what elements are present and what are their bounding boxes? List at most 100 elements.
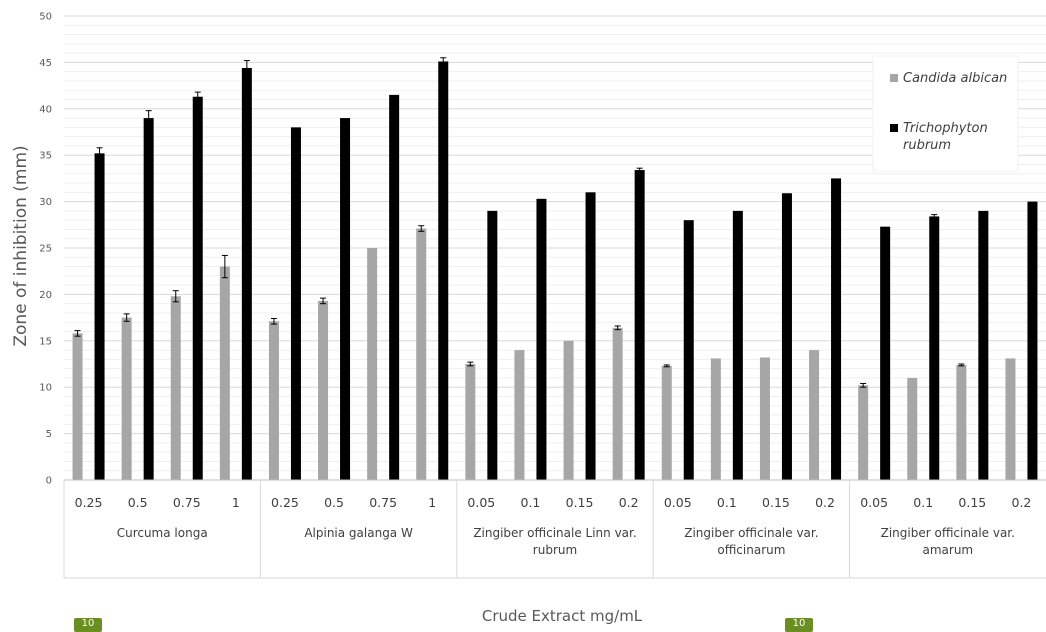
- bar-candida-albican: [416, 228, 427, 480]
- bar-trichophyton-rubrum: [340, 118, 351, 480]
- error-bar: [194, 91, 201, 102]
- x-category-label: 1: [232, 495, 240, 510]
- legend-label-candida: Candida albican: [903, 71, 1007, 86]
- group-label-line: Zingiber officinale var.: [881, 526, 1015, 540]
- x-category-label: 0.5: [324, 495, 344, 510]
- error-bar: [172, 290, 179, 303]
- bar-trichophyton-rubrum: [683, 220, 694, 480]
- y-tick-label: 5: [46, 429, 52, 440]
- bar-trichophyton-rubrum: [880, 226, 891, 480]
- bar-trichophyton-rubrum: [634, 170, 645, 480]
- bar-trichophyton-rubrum: [929, 216, 940, 480]
- bar-trichophyton-rubrum: [143, 118, 154, 480]
- bar-trichophyton-rubrum: [1027, 201, 1038, 480]
- bar-candida-albican: [563, 340, 574, 480]
- bars: [72, 61, 1038, 481]
- x-category-label: 0.5: [128, 495, 148, 510]
- group-label: Zingiber officinale var. officinarum: [684, 526, 818, 557]
- error-bar: [958, 363, 965, 367]
- bar-trichophyton-rubrum: [487, 210, 498, 480]
- y-tick-label: 10: [39, 383, 52, 394]
- error-bar: [123, 313, 130, 322]
- page-marker-right: 10: [785, 618, 813, 632]
- legend-label-trichophyton-line1: Trichophyton: [903, 121, 988, 136]
- bar-candida-albican: [907, 377, 918, 480]
- error-bar: [96, 147, 103, 160]
- error-bar: [467, 361, 474, 367]
- bar-candida-albican: [956, 364, 967, 480]
- bar-trichophyton-rubrum: [290, 127, 301, 481]
- bar-candida-albican: [710, 358, 721, 480]
- bar-candida-albican: [121, 317, 132, 480]
- x-category-label: 0.2: [1012, 495, 1032, 510]
- bar-trichophyton-rubrum: [192, 96, 203, 481]
- error-bar: [931, 214, 938, 219]
- error-bar: [663, 364, 670, 368]
- group-label: Curcuma longa: [117, 526, 208, 540]
- bar-candida-albican: [661, 365, 672, 480]
- group-label-line: Alpinia galanga W: [304, 526, 413, 540]
- legend: Candida albican Trichophyton rubrum: [872, 55, 1019, 172]
- group-label-line: Zingiber officinale var.: [684, 526, 818, 540]
- bar-candida-albican: [514, 350, 525, 480]
- x-category-label: 0.2: [815, 495, 835, 510]
- y-axis-title: Zone of inhibition (mm): [11, 145, 31, 346]
- bar-trichophyton-rubrum: [585, 192, 596, 480]
- y-tick-label: 45: [39, 58, 52, 69]
- group-label: Zingiber officinale Linn var. rubrum: [473, 526, 636, 557]
- x-category-label: 0.25: [271, 495, 299, 510]
- bar-trichophyton-rubrum: [732, 210, 743, 480]
- y-tick-label: 30: [39, 197, 52, 208]
- bar-candida-albican: [1005, 358, 1016, 480]
- bar-trichophyton-rubrum: [978, 210, 989, 480]
- bar-candida-albican: [858, 385, 869, 480]
- bar-candida-albican: [170, 296, 181, 480]
- error-bar: [320, 297, 327, 305]
- x-category-label: 0.75: [369, 495, 397, 510]
- bar-candida-albican: [268, 321, 279, 480]
- y-tick-label: 50: [39, 12, 52, 23]
- error-bar: [440, 57, 447, 66]
- bar-candida-albican: [72, 333, 83, 480]
- error-bar: [243, 60, 250, 76]
- bar-candida-albican: [809, 350, 820, 480]
- x-category-label: 0.1: [717, 495, 737, 510]
- x-axis-title: Crude Extract mg/mL: [482, 607, 643, 625]
- error-bar: [636, 167, 643, 173]
- y-tick-label: 40: [39, 104, 52, 115]
- group-label-line: amarum: [922, 543, 973, 557]
- bar-trichophyton-rubrum: [831, 178, 842, 480]
- y-tick-label: 35: [39, 151, 52, 162]
- bar-trichophyton-rubrum: [241, 67, 252, 480]
- x-category-label: 0.15: [762, 495, 790, 510]
- x-category-label: 0.05: [664, 495, 692, 510]
- bar-trichophyton-rubrum: [94, 153, 105, 480]
- legend-swatch-trichophyton: [890, 124, 898, 132]
- x-category-label: 0.75: [173, 495, 201, 510]
- x-category-label: 0.05: [860, 495, 888, 510]
- bar-candida-albican: [612, 327, 623, 480]
- x-category-label: 0.15: [958, 495, 986, 510]
- y-axis-ticks: 0 5 10 15 20 25 30 35 40 45 50: [39, 12, 52, 487]
- bar-candida-albican: [318, 300, 329, 480]
- error-bar: [614, 325, 621, 331]
- bar-candida-albican: [465, 364, 476, 480]
- y-tick-label: 20: [39, 290, 52, 301]
- x-category-label: 0.2: [619, 495, 639, 510]
- page-marker-left: 10: [74, 618, 102, 632]
- bar-trichophyton-rubrum: [536, 198, 547, 481]
- x-category-label: 0.1: [521, 495, 541, 510]
- group-label-line: Zingiber officinale Linn var.: [473, 526, 636, 540]
- bar-trichophyton-rubrum: [781, 193, 792, 481]
- bar-candida-albican: [219, 266, 230, 480]
- group-label-line: Curcuma longa: [117, 526, 208, 540]
- bar-trichophyton-rubrum: [389, 94, 400, 480]
- x-category-label: 0.05: [467, 495, 495, 510]
- error-bar: [145, 110, 152, 127]
- legend-label-trichophyton: Trichophyton rubrum: [903, 121, 992, 153]
- error-bar: [860, 382, 867, 388]
- group-label-line: rubrum: [533, 543, 577, 557]
- group-label: Zingiber officinale var. amarum: [881, 526, 1015, 557]
- error-bars: [74, 57, 965, 388]
